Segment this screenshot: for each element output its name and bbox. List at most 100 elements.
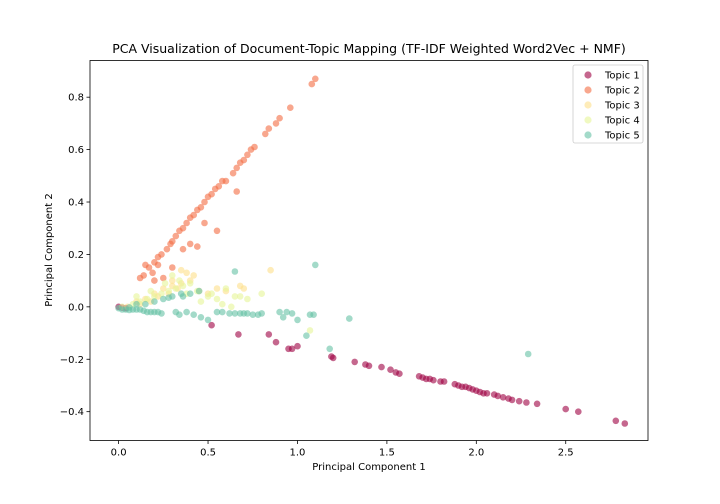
- point-topic-4-6: [165, 287, 172, 295]
- y-tick-label: 0.6: [68, 145, 84, 156]
- point-topic-4-17: [244, 295, 251, 303]
- point-topic-4-23: [147, 287, 155, 295]
- point-topic-2-30: [251, 143, 258, 151]
- point-topic-4-26: [197, 298, 205, 305]
- point-topic-1-43: [533, 400, 541, 408]
- point-topic-2-11: [179, 224, 187, 232]
- point-topic-2-42: [169, 264, 176, 271]
- point-topic-5-15: [151, 298, 158, 305]
- point-topic-5-48: [346, 315, 353, 322]
- point-topic-5-39: [276, 308, 283, 316]
- point-topic-2-44: [149, 269, 156, 277]
- point-topic-1-42: [523, 399, 530, 406]
- y-tick-label: 0.4: [68, 198, 84, 209]
- point-topic-2-47: [186, 240, 194, 248]
- point-topic-2-32: [265, 125, 273, 132]
- point-topic-2-17: [201, 198, 208, 206]
- legend-marker-topic-2: [584, 86, 592, 94]
- x-tick-label: 0.0: [111, 448, 127, 459]
- point-topic-2-40: [151, 277, 158, 284]
- y-axis-ticks: −0.4 −0.2 0.0 0.2 0.4 0.6 0.8: [60, 93, 90, 418]
- point-topic-5-34: [249, 311, 257, 319]
- point-topic-1-15: [378, 363, 385, 371]
- point-topic-2-36: [308, 80, 316, 88]
- points-layer: [115, 75, 629, 427]
- y-axis-label: Principal Component 2: [44, 193, 55, 306]
- legend-label-topic-5: Topic 5: [604, 131, 640, 142]
- point-topic-4-24: [133, 293, 140, 300]
- point-topic-4-5: [158, 290, 165, 298]
- point-topic-5-47: [326, 345, 334, 353]
- y-tick-label: −0.2: [60, 355, 84, 366]
- point-topic-1-23: [430, 376, 437, 384]
- point-topic-5-12: [158, 310, 165, 317]
- legend-label-topic-2: Topic 2: [604, 86, 640, 97]
- point-topic-4-4: [151, 293, 158, 300]
- point-topic-2-33: [272, 120, 280, 127]
- point-topic-2-8: [169, 238, 176, 245]
- legend-marker-topic-3: [584, 101, 592, 109]
- point-topic-3-22: [169, 277, 176, 284]
- point-topic-2-6: [163, 245, 171, 253]
- point-topic-2-49: [233, 188, 240, 195]
- y-tick-label: 0.0: [68, 302, 84, 313]
- point-topic-4-7: [172, 285, 180, 292]
- point-topic-2-39: [201, 219, 208, 227]
- point-topic-1-45: [575, 408, 582, 416]
- point-topic-4-27: [219, 300, 226, 308]
- chart-title: PCA Visualization of Document-Topic Mapp…: [112, 41, 626, 56]
- legend-label-topic-4: Topic 4: [604, 116, 640, 127]
- point-topic-2-45: [142, 261, 149, 269]
- point-topic-4-16: [236, 293, 244, 300]
- x-tick-label: 0.5: [200, 448, 216, 459]
- point-topic-4-22: [161, 280, 169, 287]
- point-topic-5-33: [244, 310, 251, 317]
- point-topic-5-50: [126, 304, 133, 311]
- point-topic-5-28: [219, 308, 226, 316]
- point-topic-5-40: [283, 308, 291, 316]
- y-tick-label: 0.2: [68, 250, 84, 261]
- point-topic-3-15: [240, 285, 248, 292]
- point-topic-5-38: [279, 314, 287, 321]
- point-topic-5-37: [231, 268, 239, 275]
- x-tick-label: 2.0: [468, 448, 484, 459]
- point-topic-5-27: [213, 308, 221, 316]
- point-topic-1-25: [440, 378, 448, 385]
- point-topic-5-24: [190, 311, 197, 319]
- point-topic-5-49: [524, 350, 532, 358]
- point-topic-1-3: [208, 321, 215, 329]
- point-topic-2-1: [140, 272, 147, 279]
- point-topic-1-46: [612, 417, 620, 425]
- x-axis-label: Principal Component 1: [312, 462, 425, 473]
- point-topic-1-12: [351, 358, 359, 366]
- point-topic-1-4: [235, 331, 242, 338]
- point-topic-5-25: [197, 314, 205, 321]
- point-topic-5-41: [288, 310, 296, 317]
- point-topic-1-18: [396, 370, 403, 378]
- point-topic-5-42: [294, 316, 301, 324]
- point-topic-3-17: [177, 266, 185, 274]
- point-topic-4-3: [143, 295, 151, 303]
- point-topic-2-14: [190, 211, 197, 219]
- point-topic-1-5: [265, 331, 273, 338]
- x-tick-label: 1.5: [379, 448, 395, 459]
- point-topic-5-13: [133, 300, 140, 308]
- point-topic-5-29: [226, 310, 233, 317]
- legend-box: [572, 64, 644, 144]
- point-topic-5-19: [186, 290, 194, 298]
- point-topic-4-20: [169, 272, 176, 279]
- point-topic-2-24: [229, 169, 237, 177]
- point-topic-2-5: [158, 251, 165, 258]
- point-topic-4-15: [231, 293, 239, 300]
- point-topic-5-46: [312, 261, 319, 269]
- point-topic-1-38: [499, 394, 507, 401]
- point-topic-5-45: [310, 311, 317, 319]
- point-topic-5-20: [195, 287, 203, 295]
- point-topic-1-41: [515, 397, 523, 405]
- point-topic-2-35: [287, 104, 294, 111]
- point-topic-2-34: [276, 114, 283, 122]
- point-topic-1-14: [365, 362, 373, 370]
- point-topic-5-26: [204, 316, 212, 324]
- point-topic-5-23: [183, 308, 190, 316]
- point-topic-3-18: [183, 269, 190, 277]
